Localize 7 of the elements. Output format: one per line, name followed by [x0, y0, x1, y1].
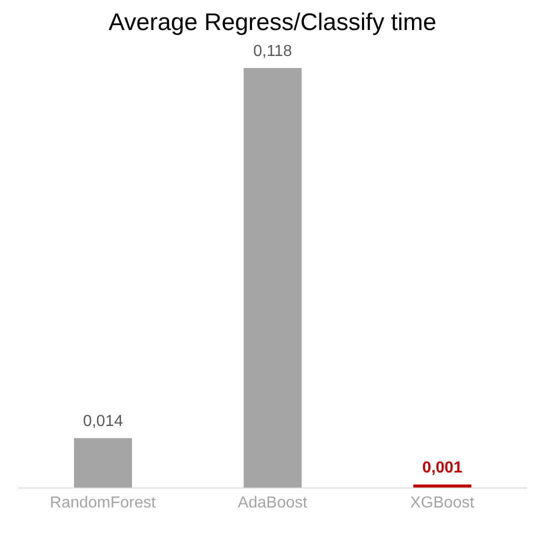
data-label: 0,014 — [82, 413, 124, 430]
chart-title: Average Regress/Classify time — [108, 8, 438, 38]
x-tick-label: RandomForest — [50, 494, 156, 512]
x-tick-label: XGBoost — [410, 494, 475, 512]
x-tick-label: AdaBoost — [238, 494, 308, 512]
data-label: 0,001 — [422, 459, 462, 476]
data-label: 0,118 — [253, 43, 292, 60]
